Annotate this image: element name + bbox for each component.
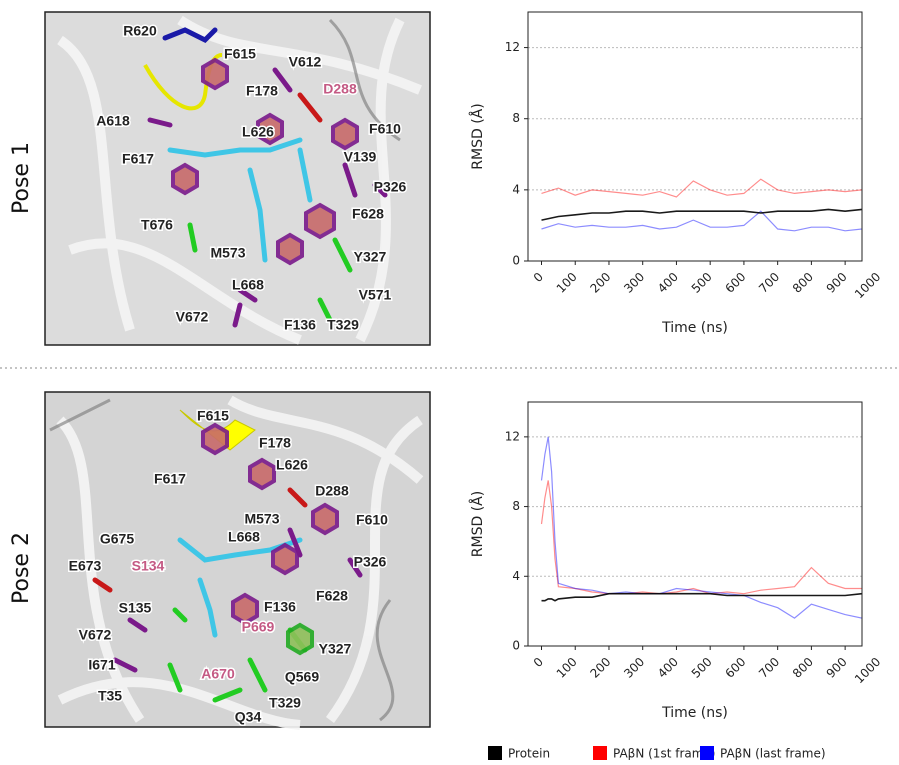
residue-label: P326	[374, 179, 407, 195]
residue-label: P326	[354, 554, 387, 570]
x-tick-label: 300	[621, 655, 647, 681]
legend-swatch	[593, 746, 607, 760]
residue-label: F136	[284, 317, 316, 333]
residue-label: V672	[79, 627, 112, 643]
residue-label: T35	[98, 688, 122, 704]
x-tick-label: 900	[824, 655, 850, 681]
pose-label: Pose 2	[9, 532, 34, 604]
x-tick-label: 800	[790, 655, 816, 681]
residue-label: M573	[244, 511, 279, 527]
residue-label: V571	[359, 287, 392, 303]
y-tick-label: 8	[512, 499, 520, 513]
legend-label: PAβN (last frame)	[720, 747, 826, 761]
residue-label: I671	[88, 657, 115, 673]
x-tick-label: 400	[655, 655, 681, 681]
residue-label: V139	[344, 149, 377, 165]
residue-label: Y327	[319, 641, 352, 657]
residue-label: F178	[259, 435, 291, 451]
molecule-art	[44, 11, 431, 730]
residue-label: V672	[176, 309, 209, 325]
series-line	[541, 592, 862, 602]
residue-label: F610	[356, 512, 388, 528]
residue-label: F617	[154, 471, 186, 487]
y-tick-label: 8	[512, 111, 520, 125]
residue-label: T329	[269, 695, 301, 711]
residue-label: G675	[100, 531, 134, 547]
y-tick-label: 0	[512, 639, 520, 653]
residue-label: F628	[316, 588, 348, 604]
residue-label: L668	[232, 277, 264, 293]
residue-label: M573	[210, 245, 245, 261]
legend-swatch	[700, 746, 714, 760]
y-tick-label: 4	[512, 182, 520, 196]
x-axis-label: Time (ns)	[661, 320, 728, 336]
x-tick-label: 600	[722, 270, 748, 296]
x-tick-label: 0	[531, 655, 546, 670]
pose-label: Pose 1	[9, 142, 34, 214]
residue-label: E673	[69, 558, 102, 574]
y-tick-label: 12	[505, 40, 520, 54]
residue-label: V612	[289, 54, 322, 70]
residue-label: Q34	[235, 709, 262, 725]
residue-label: F617	[122, 151, 154, 167]
series-line	[541, 210, 862, 232]
x-axis-label: Time (ns)	[661, 705, 728, 721]
residue-label: T329	[327, 317, 359, 333]
residue-label: D288	[315, 483, 349, 499]
residue-label: F628	[352, 206, 384, 222]
series-line	[541, 178, 862, 198]
residue-label: S134	[132, 558, 165, 574]
residue-label: R620	[123, 23, 157, 39]
x-tick-label: 0	[531, 270, 546, 285]
x-tick-label: 800	[790, 270, 816, 296]
y-axis-label: RMSD (Å)	[469, 491, 486, 557]
residue-label: Q569	[285, 669, 319, 685]
x-tick-label: 100	[554, 655, 580, 681]
x-tick-label: 900	[824, 270, 850, 296]
plot-frame	[527, 401, 863, 647]
residue-label: F610	[369, 121, 401, 137]
x-tick-label: 300	[621, 270, 647, 296]
plot-frame	[527, 11, 863, 262]
y-tick-label: 4	[512, 569, 520, 583]
x-tick-label: 100	[554, 270, 580, 296]
residue-label: F615	[224, 46, 256, 62]
x-tick-label: 1000	[852, 270, 883, 301]
x-tick-label: 400	[655, 270, 681, 296]
y-tick-label: 0	[512, 254, 520, 268]
x-tick-label: 200	[587, 655, 613, 681]
x-tick-label: 700	[756, 270, 782, 296]
residue-label: F178	[246, 83, 278, 99]
residue-label: F136	[264, 599, 296, 615]
x-tick-label: 500	[689, 270, 715, 296]
residue-label: Y327	[354, 249, 387, 265]
residue-label: F615	[197, 408, 229, 424]
residue-label: L668	[228, 529, 260, 545]
x-tick-label: 600	[722, 655, 748, 681]
series-line	[540, 436, 862, 619]
x-tick-label: 1000	[852, 655, 883, 686]
x-tick-label: 200	[587, 270, 613, 296]
residue-label: P669	[242, 619, 275, 635]
residue-label: A670	[201, 666, 235, 682]
legend-label: Protein	[508, 747, 550, 761]
legend-swatch	[488, 746, 502, 760]
x-tick-label: 500	[689, 655, 715, 681]
residue-label: D288	[323, 81, 357, 97]
y-axis-label: RMSD (Å)	[469, 103, 486, 169]
y-tick-label: 12	[505, 429, 520, 443]
residue-label: T676	[141, 217, 173, 233]
residue-label: A618	[96, 113, 130, 129]
series-line	[541, 208, 862, 221]
residue-label: L626	[242, 124, 274, 140]
x-tick-label: 700	[756, 655, 782, 681]
series-line	[540, 480, 862, 595]
residue-label: S135	[119, 600, 152, 616]
residue-label: L626	[276, 457, 308, 473]
legend-label: PAβN (1st frame)	[613, 747, 715, 761]
